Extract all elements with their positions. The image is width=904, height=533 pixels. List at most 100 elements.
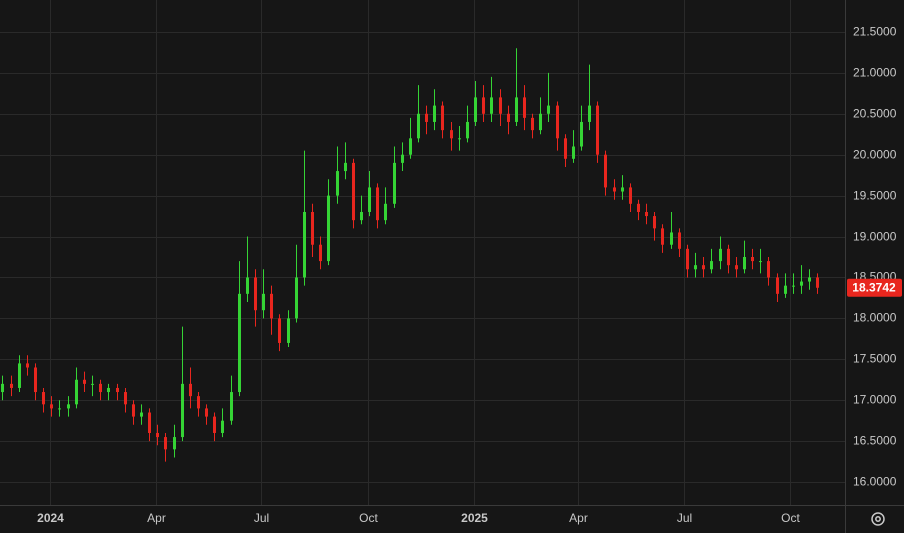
y-tick-label: 17.0000 [853,393,897,407]
candle-body [295,277,298,319]
candle-body [278,318,281,343]
candle-body [776,277,779,294]
candle-body [645,211,648,217]
y-tick-label: 21.5000 [853,25,897,39]
candle-body [140,412,143,417]
candle-body [800,281,803,286]
candle-body [515,97,518,122]
candle-body [303,211,306,278]
candle-body [181,383,184,438]
candle-body [694,265,697,270]
candle-body [613,187,616,192]
x-tick-label: Oct [359,511,378,525]
candle-body [417,113,420,139]
candle-body [661,228,664,245]
candle-body [743,257,746,270]
candle-body [173,437,176,450]
candle-body [164,437,167,450]
x-tick-label: Jul [677,511,692,525]
candle-body [197,396,200,409]
candle-body [116,387,119,393]
x-tick-label: Apr [569,511,588,525]
y-tick-label: 16.5000 [853,434,897,448]
candle-body [458,138,461,140]
last-price-badge [847,278,902,297]
settings-icon [871,512,885,526]
candle-body [450,130,453,139]
candle-body [499,97,502,114]
candle-body [124,392,127,405]
candle-body [67,404,70,409]
candle-body [792,285,795,287]
candle-body [238,293,241,393]
candle-body [230,392,233,421]
settings-icon-center [875,516,881,522]
candle-body [686,248,689,270]
candle-body [735,265,738,270]
candle-body [547,105,550,114]
candle-body [670,232,673,245]
candle-body [344,162,347,172]
candle-body [702,265,705,270]
candle-body [352,162,355,221]
x-tick-label: Jul [254,511,269,525]
candle-body [58,408,61,410]
candle-body [99,383,102,393]
candle-body [1,383,4,393]
candle-body [759,261,762,263]
candle-body [653,216,656,229]
candle-body [246,277,249,294]
candle-body [596,105,599,155]
candle-body [189,383,192,397]
candles [1,48,819,462]
candle-body [588,105,591,122]
candle-body [474,97,477,122]
candle-body [808,277,811,282]
candle-body [254,277,257,311]
candle-body [368,187,371,212]
candle-body [409,138,412,155]
candle-body [360,211,363,221]
candle-body [604,154,607,188]
candle-body [441,105,444,131]
candle-body [213,416,216,433]
candle-body [637,203,640,212]
candle-body [572,146,575,159]
candle-body [539,113,542,131]
candle-body [319,244,322,262]
candle-body [132,404,135,417]
candle-body [205,408,208,417]
candle-body [719,248,722,262]
candle-body [327,195,330,262]
candle-body [466,121,469,139]
candle-body [580,121,583,147]
candle-body [751,257,754,262]
candle-body [629,187,632,204]
candle-body [10,383,13,388]
candle-body [75,379,78,405]
candle-body [393,162,396,204]
candle-body [531,117,534,131]
candle-body [156,432,159,438]
x-tick-label: 2025 [461,511,488,525]
candle-body [91,383,94,385]
candle-body [433,105,436,122]
candle-body [490,97,493,114]
y-tick-label: 18.0000 [853,311,897,325]
candle-body [221,420,224,433]
candle-body [148,412,151,433]
candle-body [50,404,53,409]
candle-body [18,363,21,388]
candle-body [107,387,110,393]
candle-body [621,187,624,192]
candle-body [384,203,387,221]
candle-body [42,392,45,405]
settings-button[interactable] [871,512,885,526]
y-tick-label: 19.0000 [853,230,897,244]
candle-body [507,113,510,122]
candle-body [270,293,273,319]
candle-body [784,285,787,294]
y-tick-label: 16.0000 [853,475,897,489]
candle-body [34,367,37,393]
